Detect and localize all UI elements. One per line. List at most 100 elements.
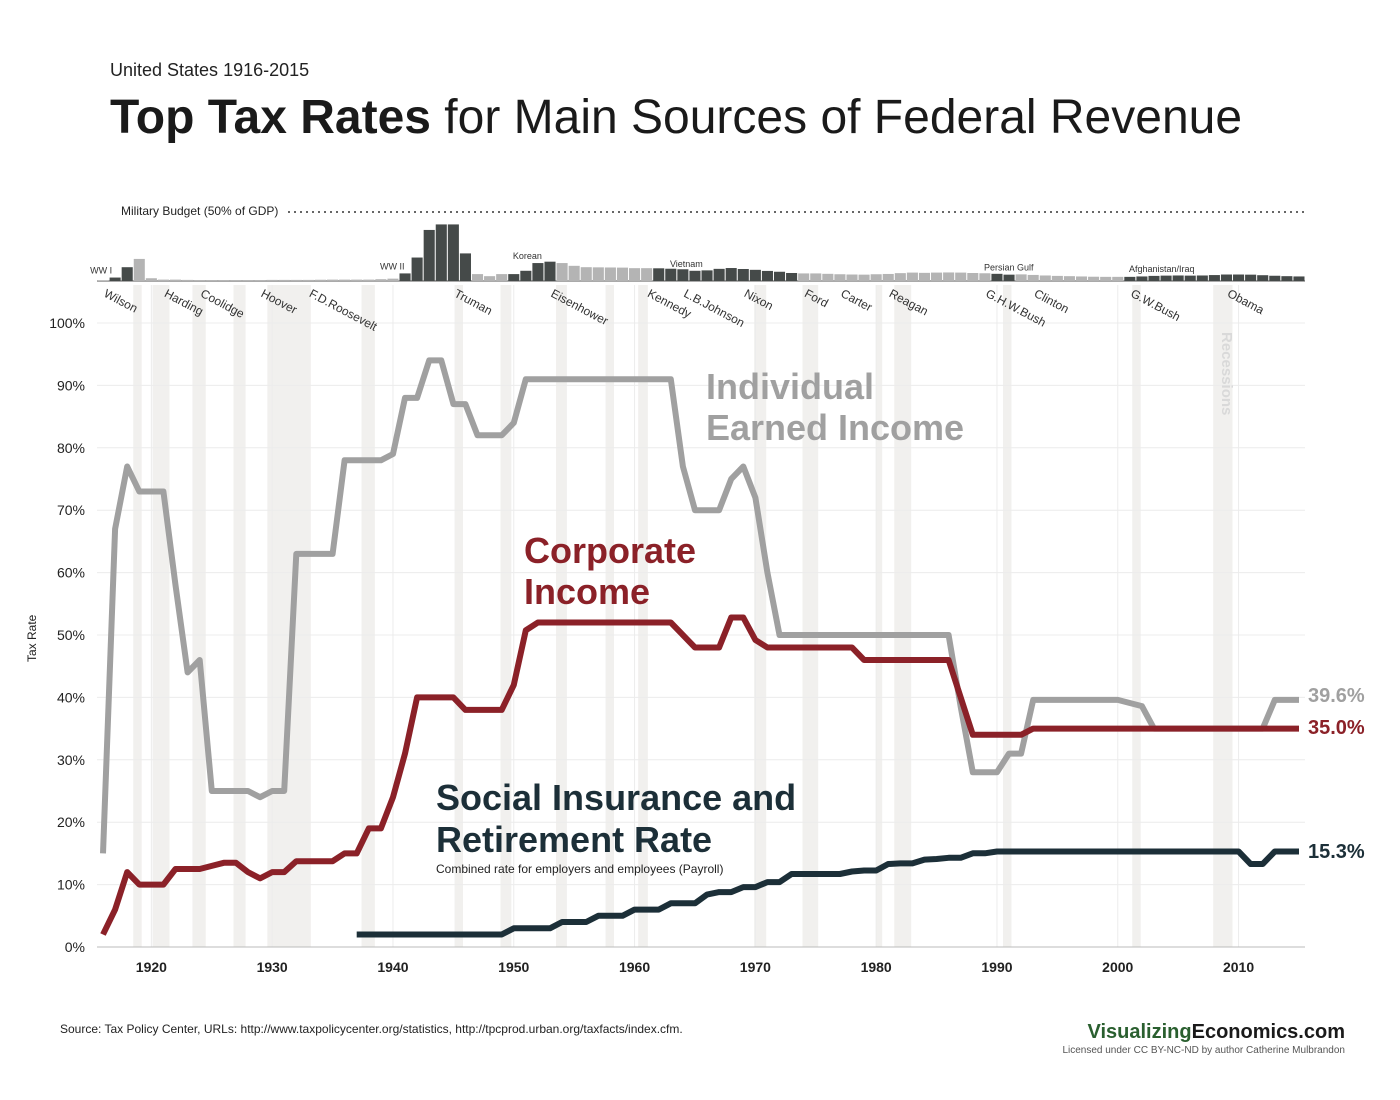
military-bar bbox=[955, 272, 967, 281]
x-tick-label: 1960 bbox=[619, 959, 650, 975]
military-bar bbox=[109, 277, 121, 281]
y-tick-label: 100% bbox=[49, 315, 85, 331]
recession-band bbox=[500, 285, 512, 947]
military-bar bbox=[278, 279, 290, 281]
x-tick-label: 1950 bbox=[498, 959, 529, 975]
social-label-2: Retirement Rate bbox=[436, 819, 712, 860]
individual-end-label: 39.6% bbox=[1308, 685, 1365, 707]
recession-band bbox=[638, 285, 648, 947]
military-bar bbox=[810, 273, 822, 281]
recessions-label: Recessions bbox=[1218, 332, 1235, 415]
license-note: Licensed under CC BY-NC-ND by author Cat… bbox=[1062, 1045, 1345, 1056]
recession-bands bbox=[133, 285, 1233, 947]
military-bar bbox=[1233, 274, 1245, 281]
recession-band bbox=[754, 285, 767, 947]
military-bar bbox=[447, 224, 459, 281]
x-tick-label: 1940 bbox=[377, 959, 408, 975]
military-bar bbox=[1148, 275, 1160, 281]
military-bar bbox=[653, 268, 665, 281]
axes: 0% 10% 20% 30% 40% 50% 60% 70% 80% 90% 100% 1920 193… bbox=[49, 315, 1305, 975]
military-bar bbox=[1112, 276, 1124, 281]
military-bar bbox=[1160, 275, 1172, 281]
x-tick-label: 1930 bbox=[257, 959, 288, 975]
recession-band bbox=[802, 285, 819, 947]
military-bar bbox=[822, 273, 834, 281]
recession-band bbox=[361, 285, 375, 947]
military-bar bbox=[133, 258, 145, 281]
recession-band bbox=[454, 285, 464, 947]
chart-subtitle: United States 1916-2015 bbox=[110, 60, 309, 80]
military-bar bbox=[1100, 276, 1112, 281]
source-note: Source: Tax Policy Center, URLs: http://… bbox=[60, 1022, 683, 1036]
military-bar bbox=[145, 278, 157, 281]
military-bar bbox=[459, 253, 471, 281]
military-bar bbox=[314, 279, 327, 281]
military-bar bbox=[230, 280, 242, 281]
military-bar bbox=[1015, 274, 1027, 281]
social-label-1: Social Insurance and bbox=[436, 777, 796, 818]
military-bar bbox=[471, 274, 484, 281]
social-end-label: 15.3% bbox=[1308, 841, 1365, 863]
y-tick-label: 50% bbox=[57, 627, 85, 643]
military-bar bbox=[761, 270, 773, 281]
military-bar bbox=[629, 268, 641, 281]
y-tick-label: 80% bbox=[57, 440, 85, 456]
y-tick-label: 30% bbox=[57, 752, 85, 768]
series-lines bbox=[100, 357, 1299, 938]
military-bar bbox=[182, 279, 194, 281]
military-bar bbox=[339, 279, 351, 281]
military-bar bbox=[1063, 276, 1075, 281]
military-bar bbox=[641, 268, 653, 281]
individual-income-line bbox=[100, 357, 1299, 854]
recession-band bbox=[1213, 285, 1233, 947]
military-bar bbox=[1172, 275, 1184, 281]
recession-band bbox=[192, 285, 206, 947]
war-label: Vietnam bbox=[670, 259, 703, 269]
military-bar bbox=[834, 274, 846, 281]
x-tick-label: 1920 bbox=[136, 959, 167, 975]
x-tick-label: 1980 bbox=[861, 959, 892, 975]
y-axis-label: Tax Rate bbox=[25, 614, 39, 662]
x-tick-label: 1990 bbox=[981, 959, 1012, 975]
military-bar bbox=[846, 274, 858, 281]
war-label: WW II bbox=[380, 261, 405, 271]
military-bar bbox=[1257, 275, 1269, 281]
military-bar bbox=[894, 273, 906, 281]
brand[interactable]: VisualizingEconomics.com bbox=[1088, 1021, 1346, 1043]
recession-band bbox=[876, 285, 883, 947]
military-bar bbox=[206, 280, 218, 281]
military-bar bbox=[290, 279, 302, 281]
corporate-income-line bbox=[100, 614, 1299, 936]
military-budget-bars: WW I WW II Korean Vietnam Persian Gulf Afghan… bbox=[90, 224, 1305, 282]
military-bar bbox=[943, 272, 955, 281]
recession-band bbox=[556, 285, 567, 947]
chart-title-rest: for Main Sources of Federal Revenue bbox=[431, 91, 1242, 144]
military-bar bbox=[616, 267, 629, 281]
recession-band bbox=[233, 285, 246, 947]
military-bar bbox=[568, 265, 580, 281]
corporate-end-label: 35.0% bbox=[1308, 717, 1365, 739]
recession-band bbox=[1003, 285, 1012, 947]
military-bar bbox=[1039, 275, 1051, 281]
military-bar bbox=[169, 279, 182, 281]
military-bar bbox=[1293, 276, 1305, 281]
military-bar bbox=[979, 273, 991, 281]
recession-band bbox=[605, 285, 615, 947]
recession-band bbox=[133, 285, 142, 947]
military-bar bbox=[121, 267, 133, 281]
y-tick-label: 20% bbox=[57, 814, 85, 830]
president-label: Carter bbox=[839, 286, 875, 314]
military-bar bbox=[327, 279, 339, 281]
chart-title: Top Tax Rates for Main Sources of Federa… bbox=[110, 91, 1242, 144]
war-label: Afghanistan/Iraq bbox=[1129, 264, 1195, 274]
military-bar bbox=[484, 276, 496, 281]
military-bar bbox=[1051, 275, 1063, 281]
x-tick-label: 1970 bbox=[740, 959, 771, 975]
individual-label-2: Earned Income bbox=[706, 407, 964, 448]
x-tick-label: 2000 bbox=[1102, 959, 1133, 975]
corporate-label-1: Corporate bbox=[524, 530, 696, 571]
military-bar bbox=[375, 279, 387, 281]
military-bar bbox=[1196, 275, 1208, 281]
brand-black: Economics.com bbox=[1192, 1021, 1345, 1043]
